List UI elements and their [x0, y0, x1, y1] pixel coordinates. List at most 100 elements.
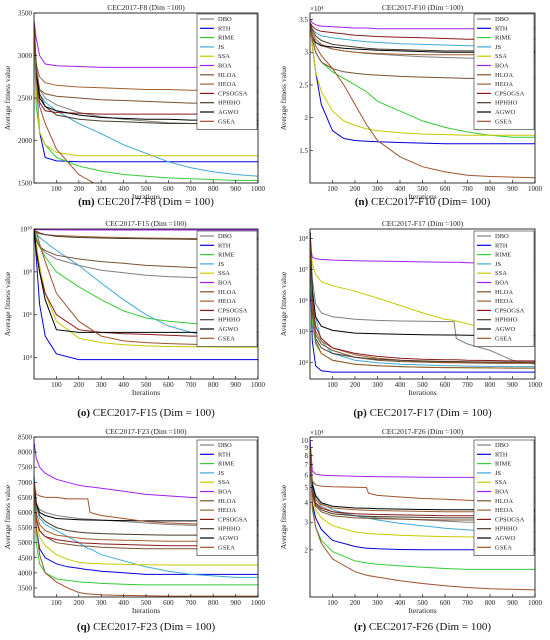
legend-label: SSA	[218, 270, 230, 277]
x-axis-label: Iterations	[408, 388, 436, 397]
x-tick-label: 200	[74, 381, 85, 389]
y-tick-label: 10⁶	[299, 297, 309, 305]
y-tick-label: 2	[305, 546, 309, 554]
x-tick-label: 300	[372, 381, 383, 389]
legend-label: BOA	[495, 489, 509, 496]
x-tick-label: 900	[507, 185, 518, 193]
y-tick-label: 1.5	[299, 147, 308, 155]
series-line-ssa	[34, 229, 258, 348]
x-tick-label: 1000	[251, 185, 266, 193]
y-tick-label: 3500	[18, 584, 33, 592]
x-tick-label: 800	[208, 185, 219, 193]
x-tick-label: 400	[118, 185, 129, 193]
x-tick-label: 500	[417, 381, 428, 389]
y-tick-label: 3.5	[299, 16, 308, 24]
x-tick-label: 200	[74, 599, 85, 607]
x-tick-label: 300	[96, 185, 107, 193]
x-tick-label: 800	[208, 599, 219, 607]
x-tick-label: 100	[327, 599, 338, 607]
y-tick-label: 6	[305, 472, 309, 480]
series-line-rth	[310, 232, 535, 373]
panel-caption: (o) CEC2017-F15 (Dim = 100)	[77, 407, 215, 419]
y-axis-label: Average fitness value	[3, 271, 12, 336]
x-tick-label: 400	[395, 381, 406, 389]
legend-label: HPHHO	[218, 100, 241, 107]
y-tick-label: 7	[305, 461, 309, 469]
y-tick-label: 5000	[18, 539, 33, 547]
x-tick-label: 1000	[528, 185, 543, 193]
panel-title: CEC2017-F15 (Dim =100)	[105, 219, 187, 228]
y-tick-label: 10⁶	[23, 311, 33, 319]
legend-label: DBO	[495, 16, 509, 23]
x-tick-label: 100	[51, 185, 62, 193]
x-tick-label: 600	[440, 185, 451, 193]
panel-title: CEC2017-F23 (Dim =100)	[105, 427, 187, 436]
x-tick-label: 800	[485, 185, 496, 193]
x-tick-label: 800	[485, 381, 496, 389]
legend-label: RTH	[218, 242, 231, 249]
legend-label: CPSOGSA	[495, 307, 525, 314]
legend-label: DBO	[218, 16, 232, 23]
x-tick-label: 300	[372, 185, 383, 193]
legend-label: AGWO	[495, 535, 516, 542]
x-tick-label: 200	[350, 381, 361, 389]
y-tick-label: 10⁵	[299, 328, 309, 336]
legend-label: HEOA	[218, 298, 236, 305]
series-line-rth	[34, 229, 258, 361]
panel-title: CEC2017-F26 (Dim =100)	[382, 427, 464, 436]
y-tick-label: 7000	[18, 479, 33, 487]
y-tick-label: 3500	[18, 10, 33, 18]
legend-box	[473, 439, 535, 556]
y-axis-label: Average fitness value	[3, 484, 12, 549]
y-axis-label: Average fitness value	[279, 271, 288, 336]
legend-label: HLOA	[218, 72, 236, 79]
y-tick-label: 3000	[18, 52, 33, 60]
x-tick-label: 600	[440, 599, 451, 607]
x-tick-label: 600	[440, 381, 451, 389]
x-tick-label: 500	[417, 599, 428, 607]
legend-label: DBO	[218, 442, 232, 449]
y-tick-label: 5	[305, 484, 309, 492]
legend-label: BOA	[218, 489, 232, 496]
series-line-ssa	[34, 482, 258, 566]
legend-label: AGWO	[495, 326, 516, 333]
x-tick-label: 400	[118, 599, 129, 607]
x-tick-label: 300	[96, 599, 107, 607]
legend-label: HLOA	[218, 498, 236, 505]
legend-label: BOA	[495, 280, 509, 287]
legend-label: BOA	[218, 280, 232, 287]
x-axis-label: Iterations	[132, 388, 160, 397]
y-tick-label: 2	[305, 114, 309, 122]
y-tick-label: 5500	[18, 524, 33, 532]
legend-label: HLOA	[495, 289, 513, 296]
x-tick-label: 400	[118, 381, 129, 389]
series-line-cpsogsa	[310, 232, 535, 362]
series-line-gsea	[310, 25, 535, 179]
x-tick-label: 500	[417, 185, 428, 193]
panel-caption: (m) CEC2017-F8 (Dim = 100)	[78, 196, 214, 208]
legend-label: RTH	[495, 451, 508, 458]
chart-panel: 100 200 300 400 500 600 700 800 900 1000 2 3 4 5 6 7891…	[279, 427, 543, 633]
y-tick-label: 10⁸	[23, 268, 33, 276]
y-tick-label: 1500	[18, 180, 33, 188]
y-axis-label: Average fitness value	[3, 65, 12, 130]
legend-label: SSA	[495, 270, 507, 277]
x-tick-label: 100	[327, 185, 338, 193]
legend-label: HPHHO	[495, 317, 518, 324]
legend: DBO RTH RIME JS SSA BOA HLOA HEOA CPSOGSA HPHHO AG…	[196, 13, 258, 130]
x-tick-label: 600	[163, 185, 174, 193]
series-line-gsea	[310, 447, 535, 591]
legend-label: RTH	[218, 451, 231, 458]
legend-box	[473, 13, 535, 130]
x-tick-label: 900	[507, 599, 518, 607]
legend-label: CPSOGSA	[218, 516, 248, 523]
x-tick-label: 100	[327, 381, 338, 389]
legend-label: HEOA	[495, 298, 513, 305]
panel-caption: (n) CEC2017-F10 (Dim= 100)	[355, 196, 491, 208]
series-line-ssa	[310, 26, 535, 136]
y-tick-label: 7500	[18, 464, 33, 472]
legend-label: HPHHO	[218, 526, 241, 533]
series-line-boa	[34, 229, 258, 231]
legend-label: RTH	[495, 25, 508, 32]
